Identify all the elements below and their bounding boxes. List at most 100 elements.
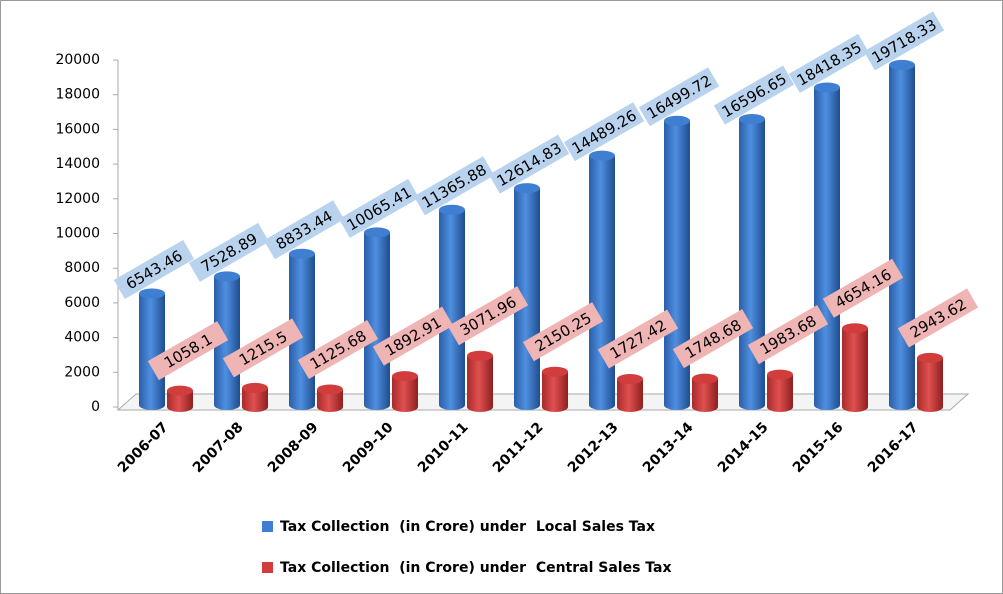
bar: [767, 374, 793, 407]
data-label-box: [597, 309, 679, 369]
bar-top: [467, 350, 493, 361]
data-label-box: [222, 318, 304, 378]
bar-base: [242, 402, 268, 412]
data-label: 18418.35: [794, 38, 865, 89]
bar-top: [214, 271, 240, 282]
bar-top: [439, 204, 465, 215]
bar-base: [542, 402, 568, 412]
bar-base: [514, 400, 540, 410]
bar-top: [242, 382, 268, 393]
x-tick-label: 2011-12: [490, 419, 547, 476]
bar: [542, 371, 568, 407]
bar-top: [542, 366, 568, 377]
bar-top: [767, 369, 793, 380]
y-tick-label: 0: [91, 399, 100, 415]
data-label-box: [897, 288, 979, 348]
legend-swatch: [262, 521, 273, 532]
data-label: 16499.72: [644, 71, 715, 122]
bar: [439, 209, 465, 405]
bar: [242, 387, 268, 407]
data-label-box: [297, 319, 379, 379]
data-label: 11365.88: [419, 161, 490, 212]
bar-top: [814, 82, 840, 93]
data-label-box: [638, 67, 720, 127]
bar-base: [467, 402, 493, 412]
bar-base: [167, 402, 193, 412]
data-label: 12614.83: [494, 139, 565, 190]
bar: [917, 357, 943, 407]
bar-top: [317, 384, 343, 395]
bar-top: [589, 150, 615, 161]
data-label: 16596.65: [719, 70, 790, 121]
bar-base: [767, 402, 793, 412]
bar: [589, 155, 615, 405]
x-tick-label: 2015-16: [790, 419, 847, 476]
bar-top: [889, 59, 915, 70]
x-tick-label: 2008-09: [265, 419, 322, 476]
data-label-box: [747, 305, 829, 365]
data-label-box: [672, 309, 754, 369]
bar-base: [842, 402, 868, 412]
data-label: 14489.26: [569, 106, 640, 157]
x-tick-label: 2013-14: [640, 419, 697, 476]
x-tick-label: 2012-13: [565, 419, 622, 476]
bar-base: [317, 402, 343, 412]
bar-base: [889, 400, 915, 410]
bar-top: [289, 248, 315, 259]
bar-base: [739, 400, 765, 410]
bar-top: [392, 371, 418, 382]
bar: [317, 389, 343, 407]
bar-base: [917, 402, 943, 412]
bar-top: [842, 323, 868, 334]
legend-label: Tax Collection (in Crore) under Local Sa…: [280, 519, 655, 535]
data-label-box: [113, 239, 195, 299]
bar-top: [139, 288, 165, 299]
y-tick-label: 6000: [64, 295, 100, 311]
bar-top: [917, 352, 943, 363]
data-label-box: [263, 200, 345, 260]
x-tick-label: 2014-15: [715, 419, 772, 476]
data-label-box: [822, 258, 904, 318]
bar-base: [392, 402, 418, 412]
bar: [814, 87, 840, 406]
y-tick-label: 8000: [64, 260, 100, 276]
y-tick-label: 18000: [55, 87, 100, 103]
bar-top: [617, 374, 643, 385]
data-label-box: [863, 11, 945, 71]
x-tick-label: 2016-17: [865, 419, 922, 476]
data-label-box: [488, 134, 570, 194]
data-label-box: [713, 65, 795, 125]
bar-top: [664, 115, 690, 126]
x-tick-label: 2007-08: [190, 419, 247, 476]
bar: [392, 376, 418, 407]
y-tick-label: 16000: [55, 121, 100, 137]
bar: [842, 328, 868, 407]
data-label-box: [147, 321, 229, 381]
bar-base: [139, 400, 165, 410]
legend-swatch: [262, 562, 273, 573]
y-tick-label: 14000: [55, 156, 100, 172]
bar-base: [364, 400, 390, 410]
bar-base: [692, 402, 718, 412]
data-label-box: [447, 286, 529, 346]
bar-top: [692, 373, 718, 384]
bar: [139, 293, 165, 405]
bar-base: [289, 400, 315, 410]
y-tick-label: 20000: [55, 52, 100, 68]
bar-base: [617, 402, 643, 412]
bar-base: [589, 400, 615, 410]
y-tick-label: 4000: [64, 330, 100, 346]
data-label-box: [413, 156, 495, 216]
data-label: 19718.33: [869, 16, 940, 67]
bar-top: [167, 385, 193, 396]
y-tick-label: 2000: [64, 364, 100, 380]
bar-top: [514, 183, 540, 194]
bar-top: [739, 114, 765, 125]
data-label-box: [522, 302, 604, 362]
x-tick-label: 2009-10: [340, 419, 397, 476]
data-label-box: [188, 222, 270, 282]
data-label-box: [788, 33, 870, 93]
bar-base: [664, 400, 690, 410]
bar-base: [439, 400, 465, 410]
